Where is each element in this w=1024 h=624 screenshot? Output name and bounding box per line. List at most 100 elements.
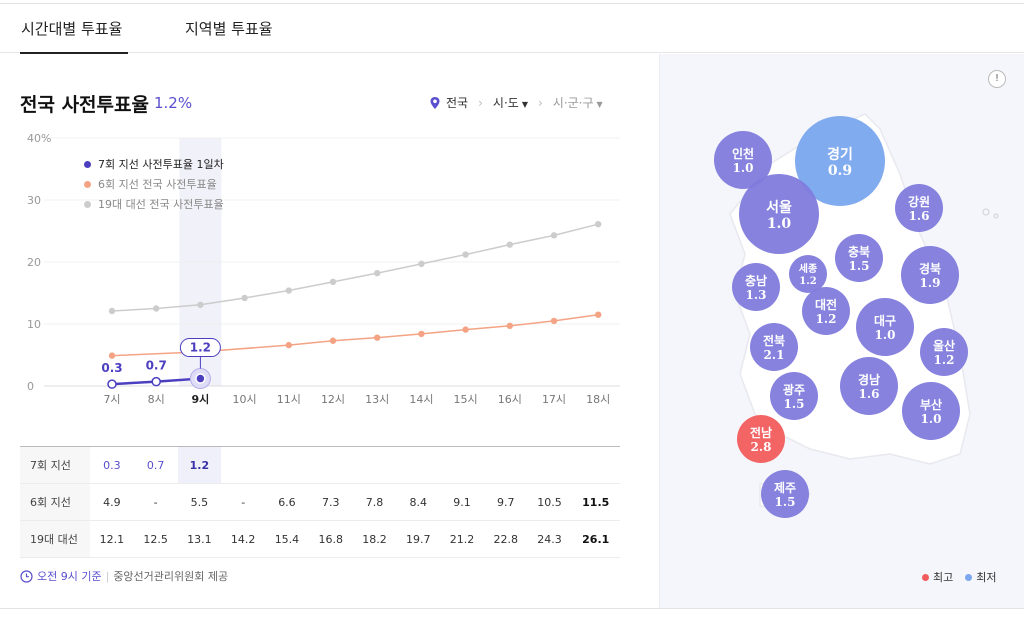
table-row-header: 7회 지선 [20, 446, 90, 484]
caret-down-icon: ▼ [596, 100, 603, 109]
data-point [374, 334, 381, 341]
table-cell: 15.4 [265, 520, 309, 558]
chevron-right-icon: › [478, 95, 483, 110]
tab-regional-turnout[interactable]: 지역별 투표율 [185, 20, 273, 38]
legend-swatch [84, 200, 91, 208]
region-bubble [739, 174, 819, 254]
series-line [111, 313, 599, 357]
tab-hourly-turnout[interactable]: 시간대별 투표율 [21, 20, 123, 38]
region-bubble [802, 287, 850, 335]
region-value: 1.5 [784, 397, 805, 411]
legend-swatch [84, 180, 91, 188]
table-cell [483, 446, 528, 484]
table-row-header: 6회 지선 [20, 483, 90, 521]
region-name: 부산 [920, 397, 942, 412]
table-cell [396, 446, 441, 484]
table-cell: 1.2 [177, 446, 222, 484]
legend-swatch [84, 160, 91, 168]
info-icon[interactable]: ! [988, 70, 1006, 88]
region-bubble [902, 382, 960, 440]
legend-label: 최저 [976, 571, 997, 584]
region-bubble [840, 357, 898, 415]
data-point [329, 278, 337, 286]
data-point [462, 251, 469, 258]
reference-time: 오전 9시 기준 [37, 570, 102, 583]
table-row: 7회 지선 0.3 0.7 1.2 [20, 446, 620, 484]
x-tick-label: 8시 [148, 393, 165, 406]
region-name: 울산 [933, 338, 955, 353]
y-tick-label: 30 [27, 194, 41, 207]
data-point [595, 311, 602, 318]
region-bubble [835, 234, 883, 282]
data-point [151, 376, 161, 387]
legend-swatch [922, 573, 929, 581]
legend-label: 최고 [933, 571, 954, 584]
region-bubble [895, 184, 943, 232]
region-value: 1.6 [909, 209, 930, 223]
chart-legend: 7회 지선 사전투표율 1일차 6회 지선 전국 사전투표율 19대 대선 전국… [84, 154, 224, 214]
province-dropdown-label: 시·도 [492, 96, 519, 110]
table-cell: 24.3 [527, 520, 572, 558]
data-label: 1.2 [190, 341, 211, 355]
table-cell: 21.2 [440, 520, 484, 558]
province-dropdown[interactable]: 시·도 ▼ [493, 94, 528, 111]
region-value: 1.2 [934, 353, 955, 367]
legend-lowest: 최저 [965, 569, 997, 585]
region-name: 전북 [763, 333, 785, 348]
region-value: 1.0 [921, 412, 942, 426]
location-pin-icon [430, 96, 440, 109]
region-value: 1.0 [875, 328, 896, 342]
table-cell: 12.1 [90, 520, 134, 558]
breadcrumb-national[interactable]: 전국 [446, 96, 469, 110]
table-cell: 13.1 [177, 520, 222, 558]
region-value: 2.1 [764, 348, 785, 362]
data-point [241, 294, 248, 302]
chevron-right-icon: › [537, 95, 543, 110]
table-cell: 8.4 [396, 483, 441, 521]
legend-label: 7회 지선 사전투표율 1일차 [98, 158, 224, 171]
region-name: 충남 [745, 273, 767, 288]
legend-highest: 최고 [922, 569, 953, 585]
region-bubble [732, 263, 780, 311]
region-bubble [714, 131, 772, 189]
region-name: 세종 [799, 262, 817, 275]
region-value: 0.9 [828, 163, 852, 179]
series-line [111, 223, 599, 312]
data-point [550, 317, 558, 325]
region-name: 경기 [827, 146, 853, 163]
city-dropdown-label: 시·군·구 [552, 96, 594, 110]
city-dropdown[interactable]: 시·군·구 ▼ [553, 94, 603, 111]
x-tick-label: 15시 [454, 393, 478, 406]
region-name: 대구 [874, 314, 896, 328]
table-cell: 4.9 [90, 483, 134, 521]
x-tick-label: 9시 [192, 393, 210, 406]
region-value: 1.5 [775, 495, 796, 509]
data-label: 0.3 [101, 361, 122, 375]
region-name: 강원 [908, 195, 930, 209]
region-bubble [750, 323, 798, 371]
x-tick-label: 11시 [277, 393, 301, 406]
table-cell [265, 446, 309, 484]
y-tick-label: 20 [27, 256, 41, 269]
x-tick-label: 18시 [586, 393, 610, 406]
x-tick-label: 7시 [103, 393, 120, 406]
legend-item: 7회 지선 사전투표율 1일차 [84, 154, 224, 174]
table-cell [440, 446, 484, 484]
turnout-table: 7회 지선 0.3 0.7 1.2 6회 지선 4.9-5.5-6.6 7.3 7.8 8.4 9… [20, 446, 620, 558]
bottom-divider [0, 608, 1024, 609]
data-point [506, 322, 513, 330]
region-value: 1.2 [816, 312, 837, 326]
y-tick-label: 40% [27, 132, 51, 145]
legend-label: 6회 지선 전국 사전투표율 [98, 178, 217, 191]
region-value: 1.6 [859, 387, 880, 401]
table-row: 6회 지선 4.9-5.5-6.6 7.3 7.8 8.4 9.1 9.7 10.5 11.5 [20, 483, 620, 521]
data-point [462, 326, 469, 333]
data-point [418, 260, 425, 268]
table-cell: 5.5 [177, 483, 222, 521]
table-cell [352, 446, 397, 484]
table-cell: 6.6 [265, 483, 309, 521]
table-row: 19대 대선 12.1 12.5 13.1 14.2 15.4 16.8 18.2 19.7 21… [20, 520, 620, 558]
table-cell: 7.8 [352, 483, 397, 521]
region-name: 서울 [766, 199, 792, 216]
region-value: 1.0 [767, 216, 792, 232]
